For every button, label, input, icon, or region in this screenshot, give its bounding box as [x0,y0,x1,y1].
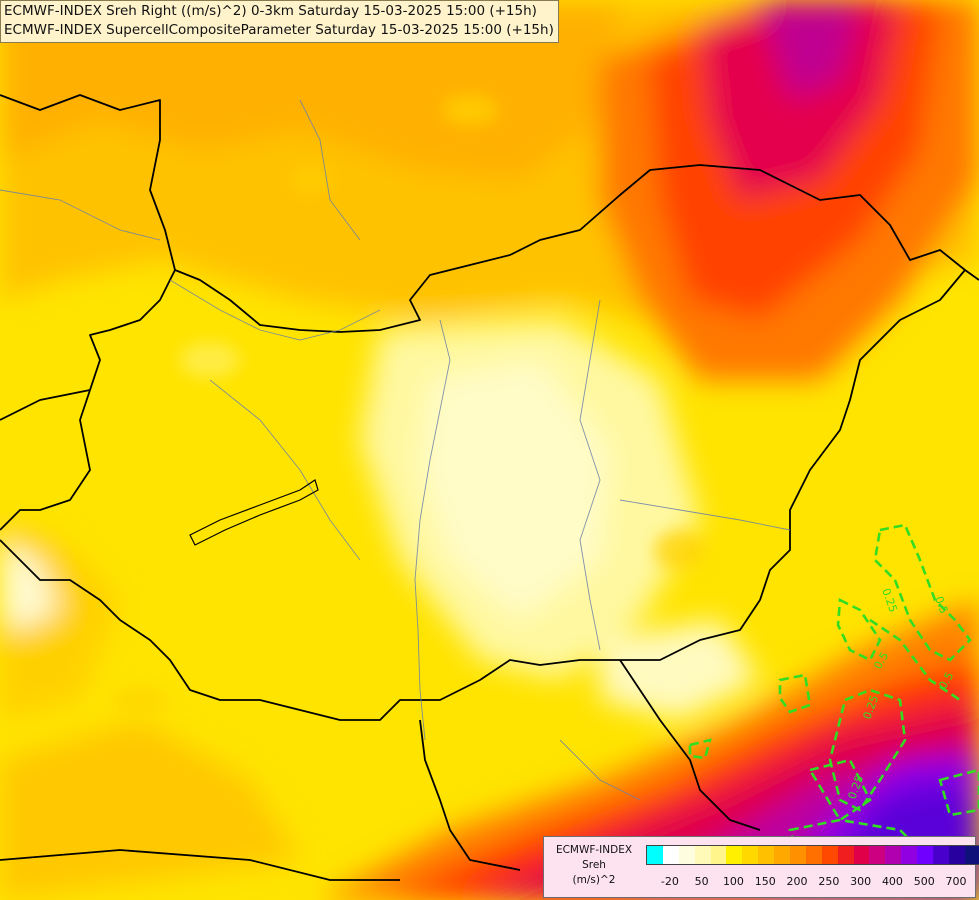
title-line-sreh: ECMWF-INDEX Sreh Right ((m/s)^2) 0-3km S… [4,3,537,19]
legend-variable: Sreh [582,859,606,871]
legend-swatch [710,846,727,864]
legend-swatch [837,846,854,864]
legend-model: ECMWF-INDEX [555,844,633,856]
legend-title: ECMWF-INDEX Sreh (m/s)^2 [544,843,644,888]
map-title-box: ECMWF-INDEX Sreh Right ((m/s)^2) 0-3km S… [0,0,559,43]
legend-swatch [917,846,934,864]
title-line-scp: ECMWF-INDEX SupercellCompositeParameter … [4,22,554,38]
legend-swatch [853,846,870,864]
legend-swatch [758,846,775,864]
legend-tick-label: 50 [694,875,709,888]
lake-outline [189,479,319,546]
legend-tick-label: 200 [786,875,808,888]
legend-tick-label: 150 [754,875,776,888]
legend-swatch [774,846,791,864]
legend-tick-label: 100 [722,875,744,888]
legend-swatch [901,846,918,864]
legend-swatch [726,846,743,864]
legend-tick-label: 250 [818,875,840,888]
country-borders [0,94,979,881]
legend-ticks: -20 50 100 150 200 250 300 400 500 700 [646,875,968,889]
legend-swatch [647,846,663,864]
color-legend: ECMWF-INDEX Sreh (m/s)^2 -20 50 100 150 200 2… [543,836,979,898]
legend-swatch [885,846,902,864]
legend-tick-label: 400 [881,875,903,888]
legend-swatch [869,846,886,864]
legend-swatch [662,846,679,864]
legend-swatch [933,846,949,864]
legend-swatch [964,846,979,864]
legend-tick-label: -20 [660,875,679,888]
rivers [0,99,791,801]
legend-tick-label: 500 [913,875,935,888]
legend-swatch [821,846,838,864]
legend-swatch [948,846,965,864]
legend-swatch [805,846,822,864]
legend-swatch [678,846,695,864]
legend-swatch [742,846,759,864]
legend-swatches [646,845,979,865]
legend-unit: (m/s)^2 [572,874,616,886]
legend-swatch [790,846,806,864]
legend-swatch [694,846,711,864]
legend-tick-label: 300 [850,875,872,888]
legend-tick-label: 700 [945,875,967,888]
contour-label: 0.5 [932,595,950,616]
